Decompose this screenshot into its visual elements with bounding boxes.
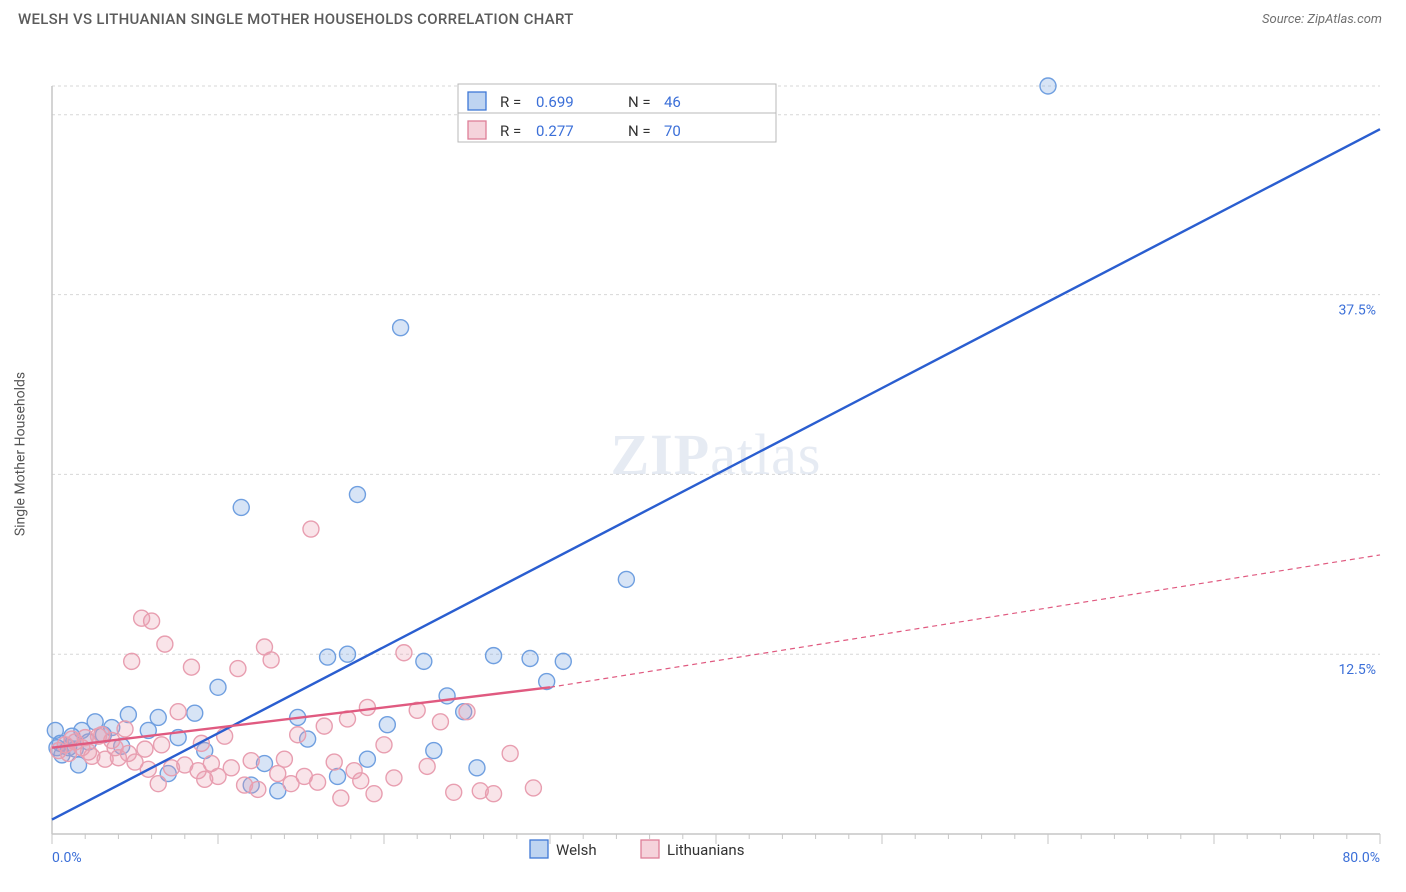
data-point bbox=[366, 786, 382, 802]
data-point bbox=[144, 613, 160, 629]
chart-header: WELSH VS LITHUANIAN SINGLE MOTHER HOUSEH… bbox=[0, 0, 1406, 34]
data-point bbox=[250, 781, 266, 797]
legend-n-label: N = bbox=[628, 93, 651, 111]
data-point bbox=[376, 737, 392, 753]
data-point bbox=[419, 758, 435, 774]
data-point bbox=[183, 659, 199, 675]
data-point bbox=[187, 705, 203, 721]
data-point bbox=[446, 784, 462, 800]
data-point bbox=[316, 718, 332, 734]
series-legend: Welsh Lithuanians bbox=[530, 840, 744, 859]
data-point bbox=[120, 707, 136, 723]
data-point bbox=[223, 760, 239, 776]
data-point bbox=[486, 648, 502, 664]
legend-r-label: R = bbox=[500, 93, 521, 111]
data-point bbox=[618, 571, 634, 587]
data-point bbox=[349, 487, 365, 503]
legend-r-label: R = bbox=[500, 122, 521, 140]
legend-n-value: 70 bbox=[664, 122, 681, 140]
data-point bbox=[416, 653, 432, 669]
data-point bbox=[486, 786, 502, 802]
data-point bbox=[124, 653, 140, 669]
data-point bbox=[359, 699, 375, 715]
data-point bbox=[157, 636, 173, 652]
data-point bbox=[469, 760, 485, 776]
data-point bbox=[310, 774, 326, 790]
data-point bbox=[276, 751, 292, 767]
legend-swatch bbox=[468, 92, 486, 110]
data-point bbox=[326, 754, 342, 770]
x-tick-label: 0.0% bbox=[52, 850, 82, 866]
data-point bbox=[432, 714, 448, 730]
data-point bbox=[1040, 78, 1056, 94]
data-point bbox=[81, 744, 97, 760]
x-tick-label: 80.0% bbox=[1342, 850, 1380, 866]
y-tick-label: 12.5% bbox=[1338, 662, 1376, 678]
data-point bbox=[386, 770, 402, 786]
legend-n-label: N = bbox=[628, 122, 651, 140]
data-point bbox=[555, 653, 571, 669]
legend-label: Lithuanians bbox=[667, 841, 744, 859]
data-point bbox=[47, 722, 63, 738]
data-point bbox=[339, 646, 355, 662]
legend-r-value: 0.699 bbox=[536, 93, 574, 111]
y-axis-label: Single Mother Households bbox=[12, 372, 28, 536]
legend-swatch bbox=[468, 121, 486, 139]
data-point bbox=[243, 753, 259, 769]
data-point bbox=[154, 737, 170, 753]
watermark: ZIPatlas bbox=[611, 422, 822, 487]
chart-title: WELSH VS LITHUANIAN SINGLE MOTHER HOUSEH… bbox=[18, 10, 574, 28]
scatter-chart: 12.5% 37.5% ZIPatlas 0.0% 80.0% R = 0.699 N = 46… bbox=[0, 34, 1406, 874]
data-point bbox=[396, 645, 412, 661]
data-point bbox=[502, 745, 518, 761]
data-point bbox=[230, 661, 246, 677]
chart-source: Source: ZipAtlas.com bbox=[1262, 12, 1382, 27]
data-point bbox=[303, 521, 319, 537]
legend-swatch bbox=[530, 840, 548, 858]
data-point bbox=[522, 651, 538, 667]
data-point bbox=[120, 745, 136, 761]
data-point bbox=[320, 649, 336, 665]
data-point bbox=[333, 790, 349, 806]
data-point bbox=[359, 751, 375, 767]
legend-swatch bbox=[641, 840, 659, 858]
data-point bbox=[379, 717, 395, 733]
data-point bbox=[263, 652, 279, 668]
data-point bbox=[270, 766, 286, 782]
legend-r-value: 0.277 bbox=[536, 122, 574, 140]
trend-line-extrapolated bbox=[550, 555, 1380, 687]
legend-label: Welsh bbox=[556, 841, 597, 859]
data-point bbox=[290, 727, 306, 743]
data-point bbox=[170, 704, 186, 720]
legend-n-value: 46 bbox=[664, 93, 681, 111]
data-point bbox=[210, 679, 226, 695]
data-point bbox=[459, 704, 475, 720]
data-point bbox=[233, 499, 249, 515]
data-point bbox=[150, 776, 166, 792]
data-point bbox=[117, 721, 133, 737]
data-point bbox=[330, 768, 346, 784]
data-point bbox=[150, 709, 166, 725]
data-point bbox=[353, 773, 369, 789]
chart-area: Single Mother Households 12.5% 37.5% ZIPat… bbox=[0, 34, 1406, 874]
data-point bbox=[525, 780, 541, 796]
y-tick-label: 37.5% bbox=[1338, 303, 1376, 319]
data-point bbox=[137, 741, 153, 757]
data-point bbox=[393, 320, 409, 336]
data-point bbox=[426, 743, 442, 759]
